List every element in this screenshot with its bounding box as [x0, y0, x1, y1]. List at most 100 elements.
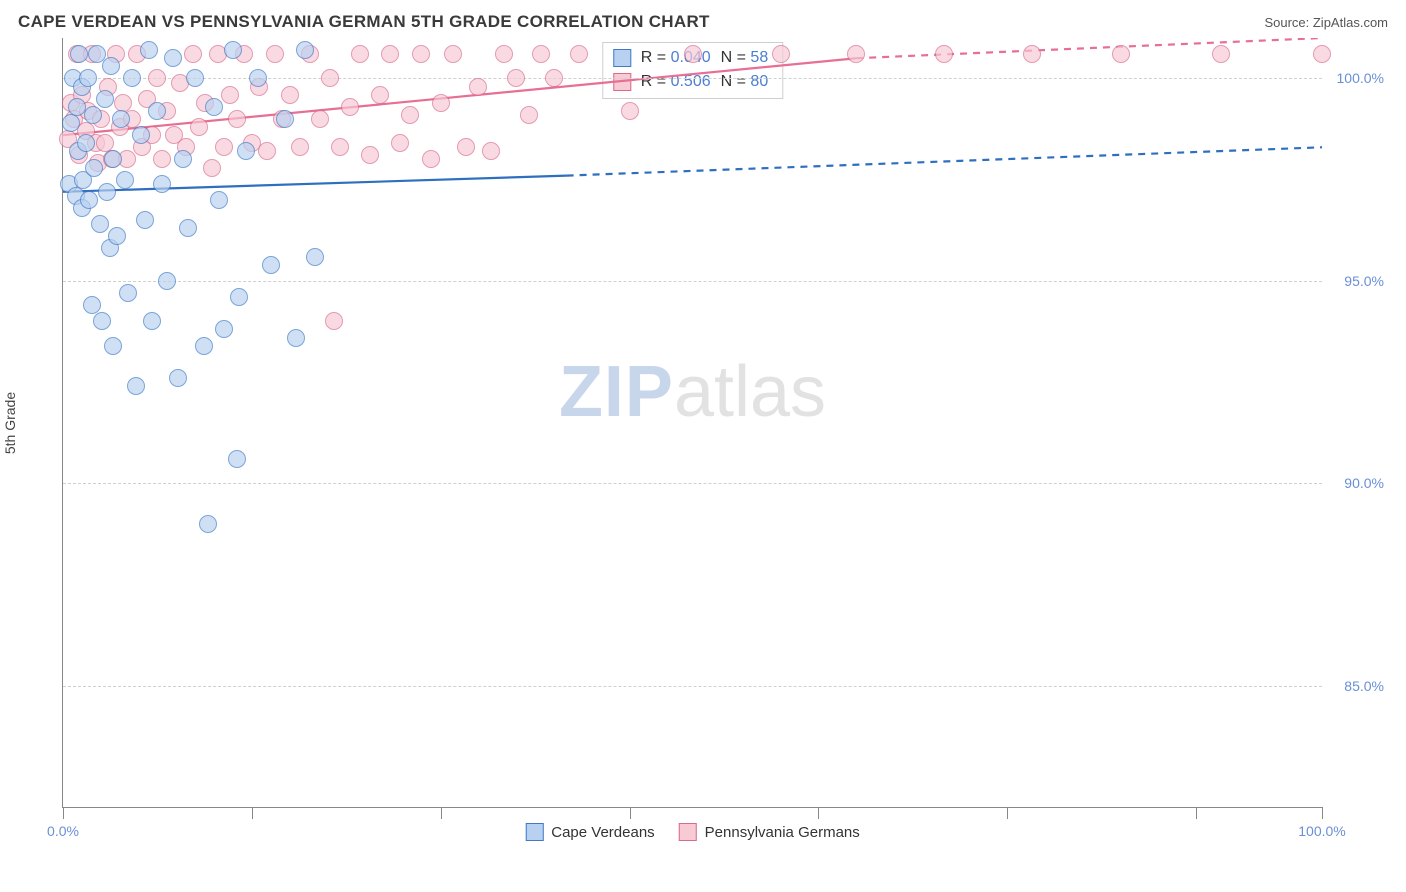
y-axis-label: 5th Grade	[2, 392, 18, 454]
data-point-pink	[228, 110, 246, 128]
data-point-blue	[80, 191, 98, 209]
x-tick	[1196, 807, 1197, 819]
watermark-zip: ZIP	[559, 352, 674, 432]
data-point-blue	[98, 183, 116, 201]
data-point-pink	[412, 45, 430, 63]
n-value: 80	[750, 73, 768, 90]
data-point-pink	[401, 106, 419, 124]
data-point-pink	[184, 45, 202, 63]
gridline	[63, 281, 1322, 282]
legend-label: Cape Verdeans	[551, 824, 654, 841]
data-point-pink	[469, 78, 487, 96]
data-point-pink	[495, 45, 513, 63]
data-point-blue	[153, 175, 171, 193]
data-point-pink	[114, 94, 132, 112]
data-point-pink	[371, 86, 389, 104]
data-point-blue	[287, 329, 305, 347]
data-point-pink	[457, 138, 475, 156]
data-point-pink	[351, 45, 369, 63]
data-point-blue	[215, 320, 233, 338]
data-point-pink	[190, 118, 208, 136]
data-point-pink	[341, 98, 359, 116]
data-point-blue	[104, 150, 122, 168]
data-point-blue	[83, 296, 101, 314]
data-point-pink	[432, 94, 450, 112]
data-point-pink	[684, 45, 702, 63]
x-tick	[252, 807, 253, 819]
data-point-pink	[847, 45, 865, 63]
x-tick-label: 100.0%	[1298, 823, 1345, 839]
n-label: N =	[721, 73, 751, 90]
data-point-pink	[935, 45, 953, 63]
data-point-blue	[276, 110, 294, 128]
x-tick	[1322, 807, 1323, 819]
data-point-pink	[570, 45, 588, 63]
data-point-blue	[143, 312, 161, 330]
data-point-pink	[153, 150, 171, 168]
data-point-blue	[96, 90, 114, 108]
r-value: 0.506	[671, 73, 711, 90]
data-point-blue	[199, 515, 217, 533]
watermark: ZIPatlas	[559, 351, 826, 433]
y-tick-label: 95.0%	[1344, 273, 1384, 289]
data-point-blue	[136, 211, 154, 229]
y-tick-label: 85.0%	[1344, 678, 1384, 694]
x-tick	[441, 807, 442, 819]
data-point-blue	[62, 114, 80, 132]
data-point-pink	[444, 45, 462, 63]
x-tick	[630, 807, 631, 819]
data-point-blue	[158, 272, 176, 290]
data-point-blue	[205, 98, 223, 116]
data-point-blue	[262, 256, 280, 274]
data-point-blue	[140, 41, 158, 59]
data-point-blue	[230, 288, 248, 306]
data-point-pink	[545, 69, 563, 87]
n-value: 58	[750, 49, 768, 66]
data-point-blue	[112, 110, 130, 128]
data-point-pink	[203, 159, 221, 177]
data-point-blue	[116, 171, 134, 189]
r-label: R =	[641, 49, 671, 66]
data-point-pink	[1313, 45, 1331, 63]
data-point-blue	[85, 159, 103, 177]
data-point-blue	[104, 337, 122, 355]
data-point-pink	[482, 142, 500, 160]
data-point-blue	[224, 41, 242, 59]
data-point-pink	[221, 86, 239, 104]
watermark-atlas: atlas	[674, 352, 826, 432]
y-tick-label: 100.0%	[1337, 70, 1384, 86]
gridline	[63, 483, 1322, 484]
data-point-pink	[266, 45, 284, 63]
x-tick-label: 0.0%	[47, 823, 79, 839]
data-point-pink	[331, 138, 349, 156]
data-point-blue	[102, 57, 120, 75]
data-point-pink	[325, 312, 343, 330]
swatch-blue-icon	[525, 823, 543, 841]
swatch-pink-icon	[613, 73, 631, 91]
swatch-pink-icon	[679, 823, 697, 841]
data-point-pink	[215, 138, 233, 156]
data-point-blue	[174, 150, 192, 168]
source-label: Source: ZipAtlas.com	[1264, 15, 1388, 30]
data-point-blue	[228, 450, 246, 468]
data-point-blue	[164, 49, 182, 67]
data-point-blue	[91, 215, 109, 233]
data-point-blue	[93, 312, 111, 330]
data-point-pink	[391, 134, 409, 152]
data-point-pink	[422, 150, 440, 168]
data-point-pink	[621, 102, 639, 120]
data-point-pink	[520, 106, 538, 124]
data-point-blue	[84, 106, 102, 124]
r-label: R =	[641, 73, 671, 90]
data-point-pink	[291, 138, 309, 156]
data-point-blue	[77, 134, 95, 152]
data-point-blue	[79, 69, 97, 87]
gridline	[63, 686, 1322, 687]
data-point-pink	[507, 69, 525, 87]
data-point-pink	[1023, 45, 1041, 63]
data-point-blue	[68, 98, 86, 116]
data-point-blue	[186, 69, 204, 87]
data-point-blue	[195, 337, 213, 355]
data-point-blue	[306, 248, 324, 266]
legend-item-cape-verdeans: Cape Verdeans	[525, 823, 654, 841]
